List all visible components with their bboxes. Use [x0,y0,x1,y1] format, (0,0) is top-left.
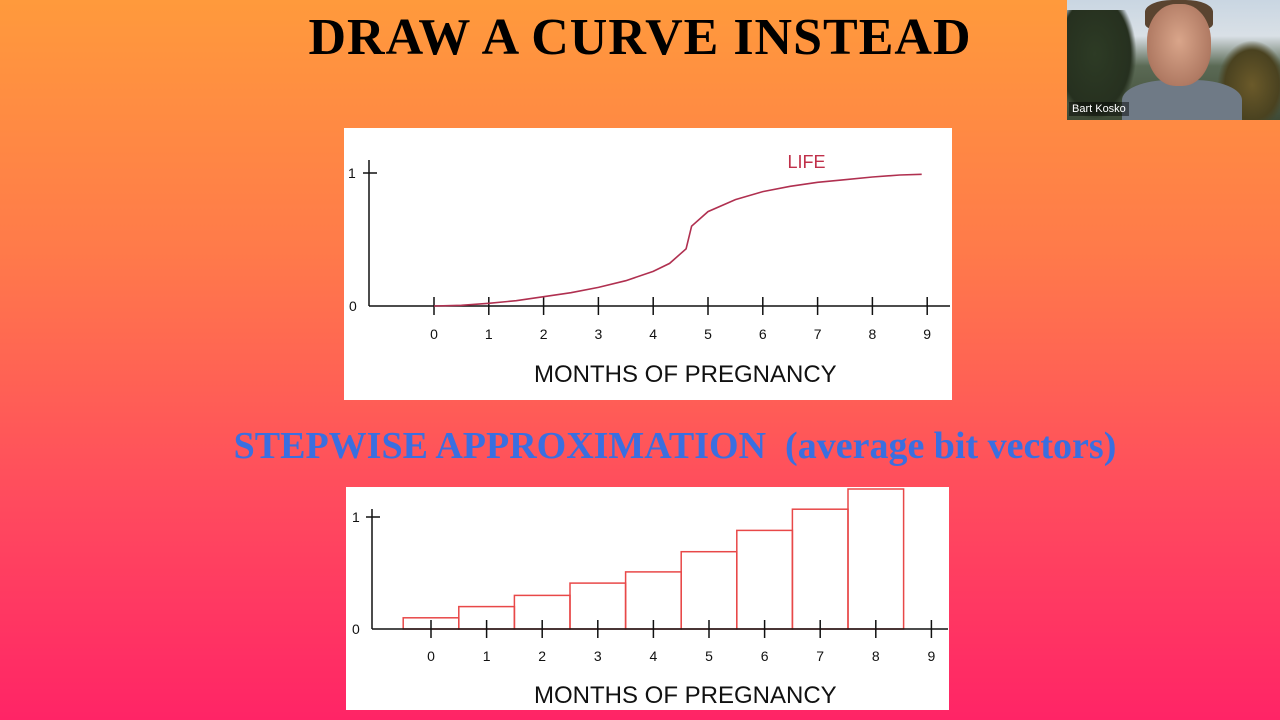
x-tick-label: 1 [485,326,493,342]
x-axis-label: MONTHS OF PREGNANCY [534,361,837,388]
x-tick-label: 6 [761,648,769,664]
participant-name-tag: Bart Kosko [1069,102,1129,116]
stepwise-bar-chart-svg: 1 0 0 1 2 3 4 5 6 7 8 9 MONTHS OF PREGNANCY [352,488,948,709]
life-curve-line [433,173,922,307]
step-bar-7 [791,508,849,630]
x-tick-label: 5 [704,326,712,342]
x-tick-label: 6 [759,326,767,342]
x-tick-label: 2 [538,648,546,664]
y-tick-label-1: 1 [348,165,356,181]
x-tick-label: 3 [595,326,603,342]
webcam-person-shoulders [1122,80,1242,120]
x-tick-label: 5 [705,648,713,664]
x-tick-label: 9 [923,326,931,342]
x-axis-label: MONTHS OF PREGNANCY [534,682,837,709]
x-tick-label: 0 [430,326,438,342]
x-tick-label: 7 [816,648,824,664]
stepwise-bar-chart: 1 0 0 1 2 3 4 5 6 7 8 9 MONTHS OF PREGNANCY [346,487,949,710]
slide-subtitle: STEPWISE APPROXIMATION (average bit vect… [233,425,1117,467]
step-bar-8 [847,488,905,630]
webcam-video-feed: Bart Kosko [1067,0,1280,120]
x-tick-label: 8 [869,326,877,342]
life-curve-chart-svg: 1 0 0 1 2 3 4 5 6 7 8 9 LIFE MONTHS OF PREGNANCY [348,152,950,388]
x-tick-label: 2 [540,326,548,342]
x-tick-label: 4 [650,648,658,664]
x-tick-label: 1 [483,648,491,664]
y-tick-label-1: 1 [352,509,360,525]
step-bar-5 [680,550,738,630]
life-curve-chart: 1 0 0 1 2 3 4 5 6 7 8 9 LIFE MONTHS OF PREGNANCY [344,128,952,400]
x-tick-label: 7 [814,326,822,342]
life-series-label: LIFE [787,152,825,172]
step-bar-6 [736,529,794,630]
y-tick-label-0: 0 [352,621,360,637]
x-tick-label: 8 [872,648,880,664]
x-tick-label: 9 [928,648,936,664]
x-tick-label: 0 [427,648,435,664]
webcam-person-face [1147,4,1211,86]
y-tick-label-0: 0 [349,298,357,314]
x-tick-label: 3 [594,648,602,664]
x-tick-label: 4 [649,326,657,342]
slide-title: DRAW A CURVE INSTEAD [308,9,972,66]
